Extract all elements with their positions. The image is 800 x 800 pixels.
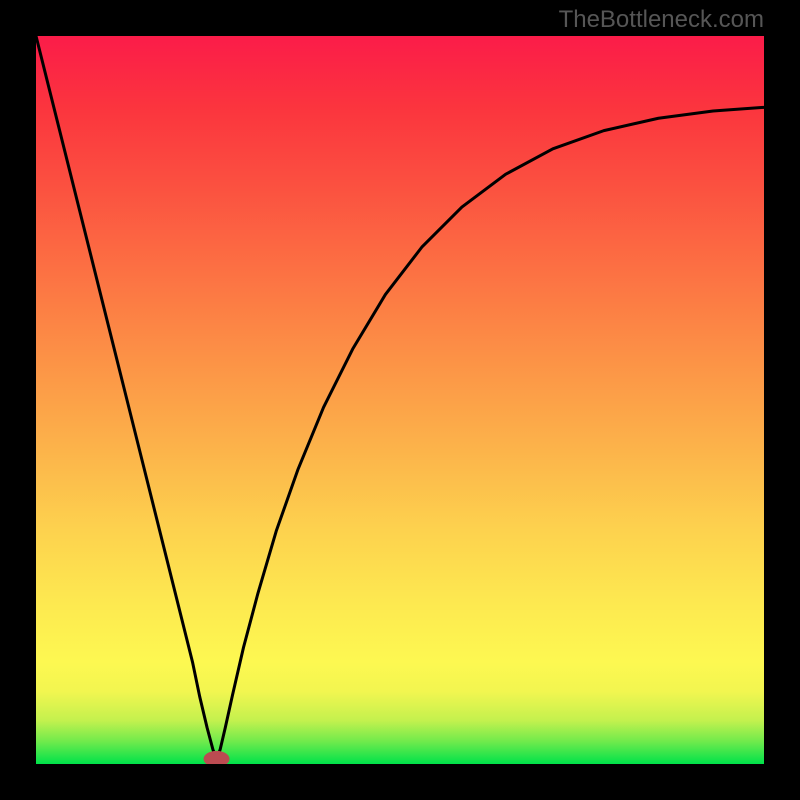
border-bottom <box>0 764 800 800</box>
bottleneck-curve-chart <box>0 0 800 800</box>
border-right <box>764 0 800 800</box>
watermark-text: TheBottleneck.com <box>559 6 764 34</box>
chart-frame: TheBottleneck.com <box>0 0 800 800</box>
border-left <box>0 0 36 800</box>
gradient-background <box>36 36 764 764</box>
